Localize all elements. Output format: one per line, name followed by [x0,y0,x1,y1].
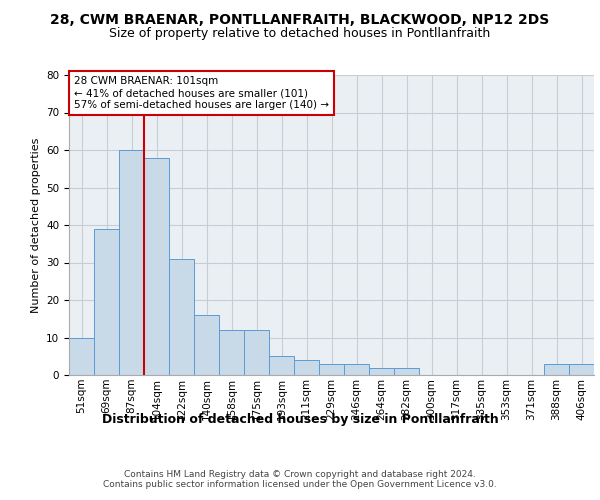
Bar [269,356,294,375]
Bar [94,229,119,375]
Y-axis label: Number of detached properties: Number of detached properties [31,138,41,312]
Bar [294,360,319,375]
Bar [119,150,144,375]
Text: 28, CWM BRAENAR, PONTLLANFRAITH, BLACKWOOD, NP12 2DS: 28, CWM BRAENAR, PONTLLANFRAITH, BLACKWO… [50,12,550,26]
Bar [569,364,594,375]
Bar [394,368,419,375]
Bar [219,330,244,375]
Bar [69,338,94,375]
Text: Size of property relative to detached houses in Pontllanfraith: Size of property relative to detached ho… [109,28,491,40]
Bar [544,364,569,375]
Bar [169,259,194,375]
Text: 28 CWM BRAENAR: 101sqm
← 41% of detached houses are smaller (101)
57% of semi-de: 28 CWM BRAENAR: 101sqm ← 41% of detached… [74,76,329,110]
Bar [344,364,369,375]
Bar [194,315,219,375]
Bar [319,364,344,375]
Bar [244,330,269,375]
Text: Distribution of detached houses by size in Pontllanfraith: Distribution of detached houses by size … [101,412,499,426]
Text: Contains HM Land Registry data © Crown copyright and database right 2024.
Contai: Contains HM Land Registry data © Crown c… [103,470,497,490]
Bar [144,158,169,375]
Bar [369,368,394,375]
